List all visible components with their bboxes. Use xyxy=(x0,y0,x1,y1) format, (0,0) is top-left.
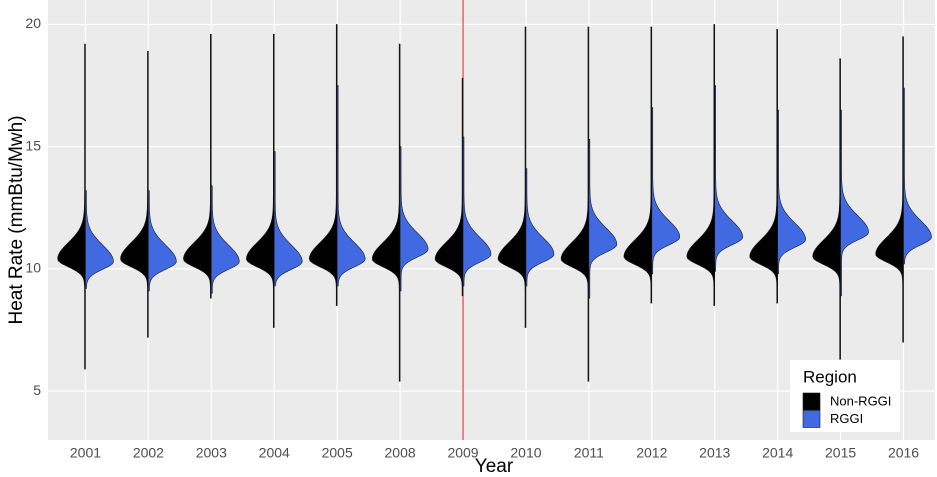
violin-half xyxy=(497,26,527,328)
violin-half xyxy=(399,146,429,292)
violin-half xyxy=(246,33,275,328)
x-tick-label: 2011 xyxy=(574,445,604,461)
violin-half xyxy=(57,43,86,370)
legend-key xyxy=(802,410,821,428)
violin-half xyxy=(336,85,366,287)
violin-half xyxy=(120,51,149,338)
x-tick-label: 2012 xyxy=(636,445,667,461)
violin-half xyxy=(651,107,681,275)
violin-half xyxy=(85,190,114,289)
y-tick-label: 20 xyxy=(25,15,41,31)
violin-half xyxy=(148,190,177,292)
violin-half xyxy=(903,87,932,265)
x-tick-label: 2005 xyxy=(322,445,353,461)
violin-half xyxy=(686,24,716,306)
violin-half xyxy=(588,139,618,299)
legend-label: RGGI xyxy=(830,411,863,426)
violin-half xyxy=(749,29,778,304)
x-tick-label: 2004 xyxy=(259,445,290,461)
x-axis-title: Year xyxy=(475,456,514,477)
x-tick-label: 2013 xyxy=(699,445,730,461)
legend-key xyxy=(802,392,821,411)
violin-half xyxy=(560,26,590,382)
violin-half xyxy=(371,43,401,382)
violin-half xyxy=(875,36,904,343)
violin-half xyxy=(840,109,869,297)
violin-half xyxy=(525,168,555,287)
x-tick-label: 2001 xyxy=(70,445,101,461)
violin-half xyxy=(211,185,240,294)
x-tick-label: 2010 xyxy=(510,445,541,461)
x-tick-label: 2014 xyxy=(762,445,793,461)
violin-half xyxy=(308,24,338,306)
y-axis-title: Heat Rate (mmBtu/Mwh) xyxy=(6,115,27,324)
x-tick-label: 2003 xyxy=(196,445,227,461)
violin-half xyxy=(183,33,212,299)
x-tick-label: 2008 xyxy=(385,445,416,461)
violin-half xyxy=(714,85,743,272)
legend-title: Region xyxy=(803,367,857,386)
legend-label: Non-RGGI xyxy=(830,393,891,408)
y-tick-label: 15 xyxy=(25,137,41,153)
y-tick-label: 10 xyxy=(25,260,41,276)
violin-half xyxy=(462,136,492,287)
violin-half xyxy=(777,109,806,275)
x-tick-label: 2015 xyxy=(825,445,856,461)
violin-half xyxy=(623,26,653,304)
x-tick-label: 2016 xyxy=(888,445,919,461)
y-tick-label: 5 xyxy=(33,382,41,398)
violin-half xyxy=(434,77,464,297)
violin-half xyxy=(273,151,303,287)
x-tick-label: 2002 xyxy=(133,445,164,461)
violin-half xyxy=(812,58,841,360)
x-tick-label: 2009 xyxy=(447,445,478,461)
